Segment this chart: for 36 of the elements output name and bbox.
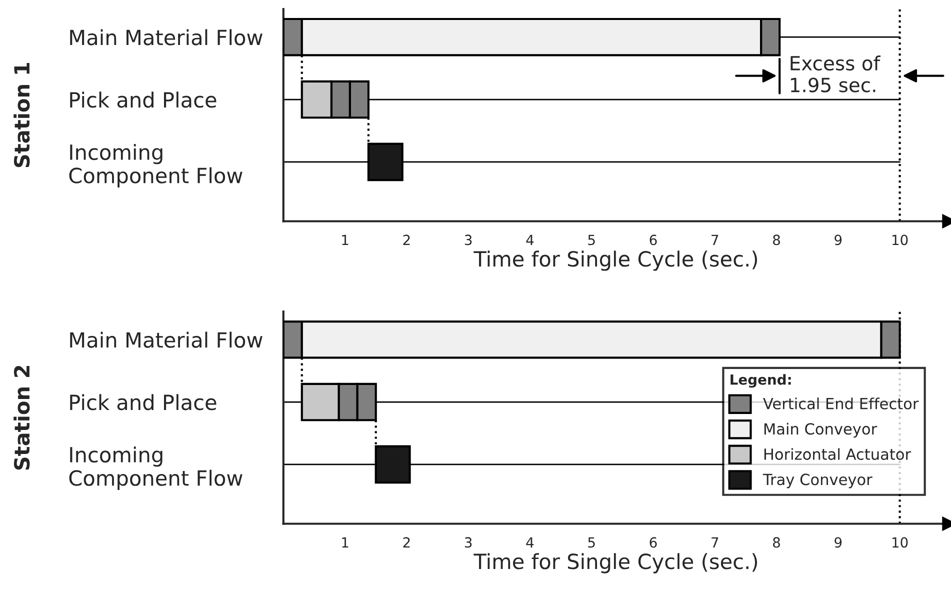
x-tick-label: 3: [464, 537, 472, 548]
x-tick-label: 9: [834, 234, 842, 246]
x-tick-label: 2: [403, 234, 410, 245]
y-axis-title: Station 2: [14, 366, 30, 470]
x-tick-label: 7: [712, 234, 718, 245]
y-tick-label: Pick and Place: [70, 92, 216, 108]
annotation: Excess of 1.95 sec.: [790, 56, 880, 92]
y-tick-label: Main Material Flow: [70, 332, 262, 348]
x-tick-label: 8: [773, 234, 780, 246]
y-tick-label: Pick and Place: [70, 394, 216, 410]
x-tick-label: 8: [773, 537, 780, 548]
x-tick-label: 9: [834, 537, 842, 548]
x-tick-label: 10: [892, 234, 908, 246]
x-tick-label: 1: [342, 537, 348, 548]
y-tick-label: Incoming Component Flow: [69, 446, 242, 490]
x-tick-label: 2: [403, 537, 410, 548]
y-tick-label: Incoming Component Flow: [69, 144, 242, 188]
legend-label: Horizontal Actuator: [764, 448, 912, 460]
y-axis-title: Station 1: [14, 63, 30, 168]
x-tick-label: 10: [892, 537, 908, 548]
x-tick-label: 3: [464, 234, 472, 246]
legend-label: Vertical End Effector: [763, 398, 919, 410]
x-tick-label: 6: [650, 234, 657, 246]
x-tick-label: 5: [588, 234, 595, 246]
y-tick-label: Main Material Flow: [70, 29, 262, 46]
x-tick-label: 6: [650, 537, 657, 548]
x-tick-label: 7: [712, 537, 718, 548]
x-tick-label: 5: [588, 537, 595, 548]
legend-label: Main Conveyor: [764, 422, 878, 438]
legend-label: Tray Conveyor: [762, 474, 872, 488]
x-axis-title: Time for Single Cycle (sec.): [474, 250, 758, 271]
x-tick-label: 1: [342, 234, 348, 245]
legend-title: Legend:: [730, 374, 791, 388]
x-axis-title: Time for Single Cycle (sec.): [474, 553, 758, 574]
x-tick-label: 4: [526, 537, 534, 548]
x-tick-label: 4: [526, 234, 534, 245]
